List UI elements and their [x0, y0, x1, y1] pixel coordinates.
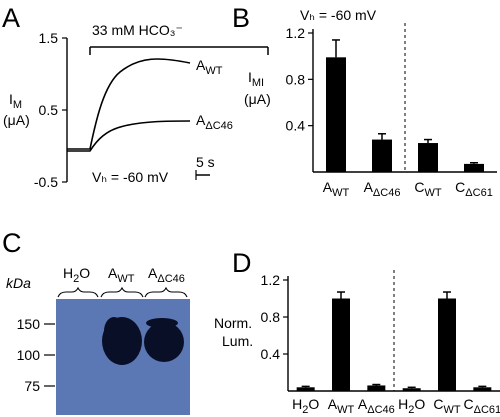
- marker-label: 100: [17, 347, 41, 363]
- trace-y-tick-label: 1.5: [39, 30, 59, 46]
- trace-y-label: IM: [9, 91, 22, 111]
- stimulus-label: 33 mM HCO₃⁻: [92, 22, 183, 38]
- bar: [402, 388, 421, 391]
- trace-label-a-dc46: AΔC46: [196, 112, 233, 132]
- x-tick-label: AWT: [328, 396, 355, 416]
- bar-chart-y-tick-label: 1.2: [286, 25, 306, 41]
- bar: [326, 57, 346, 173]
- chart-d-y-label-line2: Lum.: [222, 333, 253, 349]
- panel-c: C kDa H2O AWT AΔC46 150 100 75: [2, 228, 190, 415]
- trace-label-a-wt: AWT: [196, 57, 223, 77]
- marker-label: 150: [17, 316, 41, 332]
- blot-unit-label: kDa: [6, 275, 31, 291]
- lane-brace-a-wt: [100, 286, 144, 298]
- chart-b-title: Vₕ = -60 mV: [300, 7, 377, 23]
- band-a-dc46: [144, 322, 184, 362]
- bar-chart-y-tick-label: 0.4: [286, 118, 306, 134]
- lane-brace-h2o: [57, 286, 99, 298]
- chart-b-y-unit: (μA): [244, 91, 271, 107]
- trace-a-wt: [67, 58, 191, 150]
- bar-chart-y-tick-label: 1.2: [261, 272, 281, 288]
- x-tick-label: CWT: [414, 179, 442, 199]
- bar: [296, 387, 315, 391]
- band-a-wt-upper: [104, 317, 124, 345]
- trace-y-unit: (μA): [3, 112, 30, 128]
- x-tick-label: CΔC61: [464, 396, 500, 416]
- x-tick-label: AWT: [323, 179, 350, 199]
- panel-label-b: B: [232, 3, 250, 33]
- panel-label-a: A: [2, 3, 20, 33]
- trace-y-tick-label: -0.5: [34, 174, 58, 190]
- lane-label-a-dc46: AΔC46: [148, 265, 185, 285]
- lane-label-h2o: H2O: [63, 265, 90, 285]
- bar: [438, 298, 456, 391]
- trace-y-tick-label: 0.5: [39, 102, 59, 118]
- x-tick-label: CΔC61: [455, 179, 493, 199]
- time-scale-label: 5 s: [196, 154, 215, 170]
- marker-label: 75: [24, 378, 40, 394]
- x-tick-label: AΔC46: [358, 396, 395, 416]
- lane-label-a-wt: AWT: [108, 265, 135, 285]
- holding-potential-label: Vₕ = -60 mV: [92, 169, 169, 185]
- band-a-dc46-upper: [146, 318, 178, 328]
- bar: [372, 139, 392, 172]
- panel-label-c: C: [2, 228, 22, 258]
- bar-chart-y-tick-label: 0.8: [286, 71, 306, 87]
- x-tick-label: CWT: [433, 396, 461, 416]
- bar: [464, 163, 484, 172]
- lane-brace-a-dc46: [144, 286, 188, 298]
- bar: [367, 385, 386, 391]
- chart-b-y-label: IMI: [248, 69, 264, 89]
- bar-chart-y-tick-label: 0.4: [261, 346, 281, 362]
- x-tick-label: H2O: [292, 396, 319, 416]
- x-tick-label: AΔC46: [364, 179, 401, 199]
- trace-a-dc46: [67, 120, 191, 152]
- bar: [332, 298, 350, 391]
- panel-a: A 33 mM HCO₃⁻ 1.5 0.5 -0.5 IM (μA) AWT A…: [2, 3, 269, 190]
- panel-b: B Vₕ = -60 mV IMI (μA) 1.2 0.8 0.4 AWT AΔC46…: [232, 3, 497, 199]
- blot-bands: [102, 317, 184, 365]
- bar-chart-y-tick-label: 0.8: [261, 309, 281, 325]
- bar: [418, 143, 438, 172]
- panel-label-d: D: [232, 248, 252, 278]
- chart-d-y-label-line1: Norm.: [214, 315, 252, 331]
- bar: [473, 387, 492, 391]
- x-tick-label: H2O: [398, 396, 425, 416]
